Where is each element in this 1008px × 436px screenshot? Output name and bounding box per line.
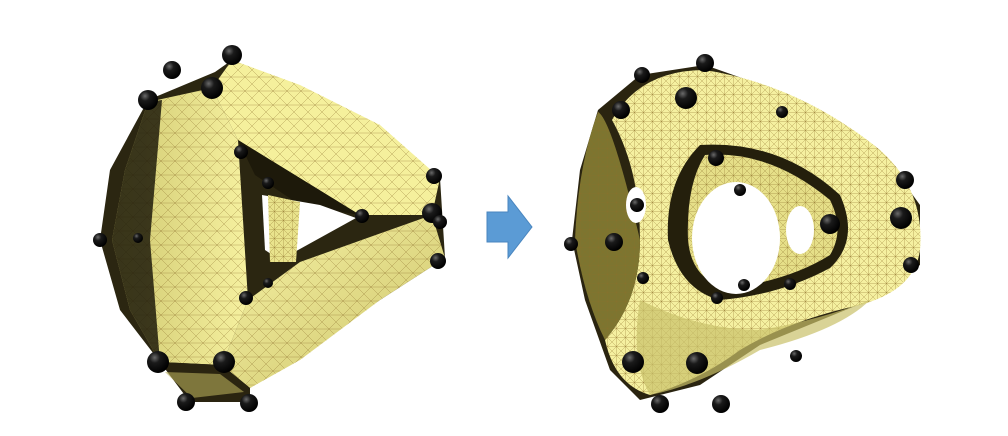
- control-point: [784, 278, 796, 290]
- control-point: [790, 350, 802, 362]
- control-point: [903, 257, 919, 273]
- control-point: [776, 106, 788, 118]
- control-point: [734, 184, 746, 196]
- control-point: [93, 233, 107, 247]
- control-point: [686, 352, 708, 374]
- control-point: [240, 394, 258, 412]
- control-point: [239, 291, 253, 305]
- control-point: [651, 395, 669, 413]
- control-point: [163, 61, 181, 79]
- control-point: [355, 209, 369, 223]
- right-mesh-model: [564, 54, 921, 413]
- control-point: [605, 233, 623, 251]
- control-point: [426, 168, 442, 184]
- control-point: [711, 292, 723, 304]
- control-point: [675, 87, 697, 109]
- control-point: [708, 150, 724, 166]
- right-control-points: [564, 54, 919, 413]
- control-point: [712, 395, 730, 413]
- right-large-hole: [692, 182, 780, 294]
- left-mesh-model: [93, 45, 447, 412]
- arrow-right-icon: [486, 194, 533, 260]
- control-point: [820, 214, 840, 234]
- control-point: [138, 90, 158, 110]
- left-control-points: [93, 45, 447, 412]
- control-point: [262, 177, 274, 189]
- control-point: [896, 171, 914, 189]
- control-point: [234, 145, 248, 159]
- control-point: [612, 101, 630, 119]
- control-point: [222, 45, 242, 65]
- control-point: [622, 351, 644, 373]
- control-point: [630, 198, 644, 212]
- control-point: [433, 215, 447, 229]
- control-point: [133, 233, 143, 243]
- control-point: [177, 393, 195, 411]
- control-point: [634, 67, 650, 83]
- control-point: [738, 279, 750, 291]
- control-point: [213, 351, 235, 373]
- control-point: [637, 272, 649, 284]
- control-point: [263, 278, 273, 288]
- control-point: [430, 253, 446, 269]
- control-point: [147, 351, 169, 373]
- control-point: [201, 77, 223, 99]
- control-point: [696, 54, 714, 72]
- control-point: [564, 237, 578, 251]
- control-point: [890, 207, 912, 229]
- right-small-hole: [786, 206, 814, 254]
